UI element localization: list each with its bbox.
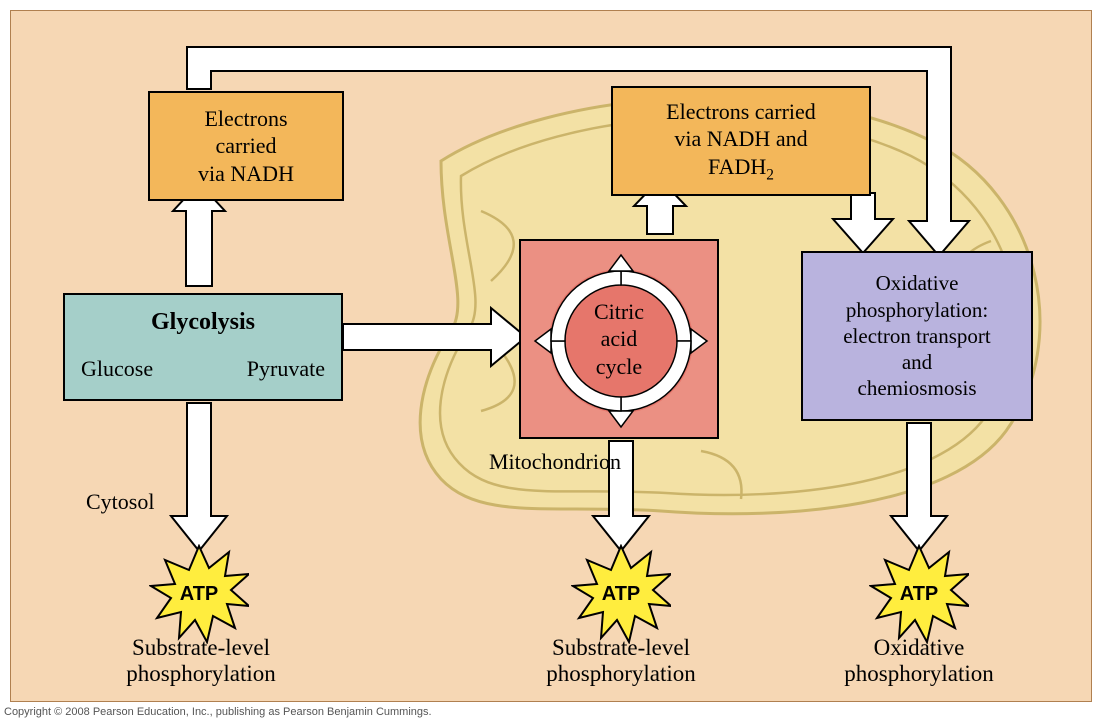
box-electrons-nadh-fadh2: Electrons carriedvia NADH andFADH2 — [611, 86, 871, 196]
arrow-oxphos-to-atp — [891, 423, 947, 551]
box-citric-acid-cycle: Citric acid cycle — [519, 239, 719, 439]
label-ox-phos: Oxidative phosphorylation — [829, 635, 1009, 687]
label-sub-phos-1: Substrate-level phosphorylation — [111, 635, 291, 687]
atp-burst-1: ATP — [149, 544, 249, 644]
label-sub-phos-2: Substrate-level phosphorylation — [531, 635, 711, 687]
glycolysis-pyruvate: Pyruvate — [247, 355, 325, 383]
atp-text-1: ATP — [149, 544, 249, 644]
background-plate: Electrons carried via NADH Electrons car… — [10, 10, 1092, 702]
copyright-text: Copyright © 2008 Pearson Education, Inc.… — [4, 706, 432, 718]
atp-burst-2: ATP — [571, 544, 671, 644]
box-glycolysis: Glycolysis Glucose Pyruvate — [63, 293, 343, 401]
arrow-glyco-to-atp — [171, 403, 227, 551]
atp-text-3: ATP — [869, 544, 969, 644]
oxphos-text: Oxidative phosphorylation: electron tran… — [843, 270, 991, 401]
box-electrons-nadh-text: Electrons carried via NADH — [198, 105, 294, 188]
arrow-glyco-to-citric — [343, 308, 526, 366]
label-mitochondrion: Mitochondrion — [489, 449, 621, 475]
arrow-nadh2-to-oxphos — [833, 193, 893, 253]
label-cytosol: Cytosol — [86, 489, 154, 515]
atp-text-2: ATP — [571, 544, 671, 644]
box-electrons-nadh-fadh2-text: Electrons carriedvia NADH andFADH2 — [666, 98, 816, 185]
atp-burst-3: ATP — [869, 544, 969, 644]
glycolysis-title: Glycolysis — [151, 307, 255, 337]
glycolysis-glucose: Glucose — [81, 355, 153, 383]
box-electrons-nadh: Electrons carried via NADH — [148, 91, 344, 201]
diagram-canvas: Electrons carried via NADH Electrons car… — [0, 0, 1100, 728]
box-oxidative-phosphorylation: Oxidative phosphorylation: electron tran… — [801, 251, 1033, 421]
citric-text: Citric acid cycle — [594, 298, 644, 381]
